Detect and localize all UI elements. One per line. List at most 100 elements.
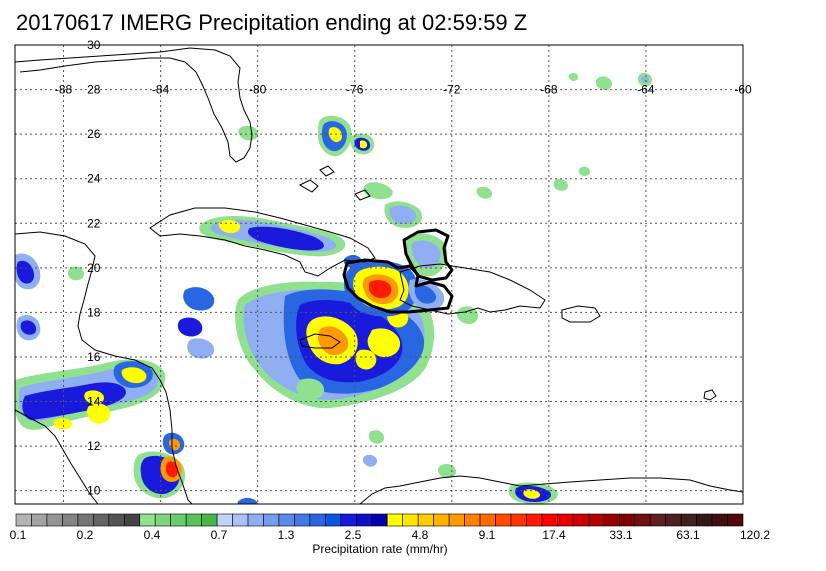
colorbar-swatch	[402, 513, 419, 527]
colorbar-swatch	[618, 513, 636, 527]
coast-hispaniola	[399, 263, 546, 315]
colorbar-tick-label: 63.1	[676, 528, 700, 542]
colorbar-swatch	[170, 513, 187, 527]
coast-central-america	[15, 231, 193, 504]
map-frame	[14, 44, 744, 505]
colorbar-swatch	[123, 513, 141, 527]
lat-tick-labels: 10 12 14 16 18 20 22 24 26 28 30	[87, 38, 101, 498]
colorbar-tick-label: 9.1	[479, 528, 496, 542]
coast-puerto-rico	[561, 305, 601, 323]
lat-tick-label: 14	[87, 395, 101, 409]
lon-tick-label: -68	[540, 83, 558, 97]
colorbar-tick-label: 0.7	[211, 528, 228, 542]
lat-tick-label: 30	[87, 38, 101, 52]
colorbar-swatch	[603, 513, 620, 527]
colorbar-swatch	[247, 513, 264, 527]
colorbar-swatch	[201, 513, 218, 527]
lon-tick-label: -88	[55, 83, 73, 97]
colorbar-swatch	[464, 513, 481, 527]
colorbar-tick-labels: 0.1 0.2 0.4 0.7 1.3 2.5 4.8 9.1 17.4 33.1 63.1 120.…	[10, 528, 771, 542]
colorbar-swatch	[263, 513, 280, 527]
lat-tick-label: 12	[87, 439, 101, 453]
colorbar-swatch	[711, 513, 728, 527]
precip-cell-scattered	[67, 72, 652, 504]
outline-turks-caicos	[402, 228, 454, 282]
colorbar-swatch	[510, 513, 527, 527]
colorbar-swatch	[108, 513, 125, 527]
precip-cell-windward-passage	[343, 260, 445, 317]
coast-florida	[15, 47, 253, 163]
colorbar-swatch	[386, 513, 404, 527]
colorbar-swatch	[15, 513, 32, 527]
coastlines	[15, 47, 743, 504]
colorbar-swatch	[649, 513, 666, 527]
lon-tick-labels: -88 -84 -80 -76 -72 -68 -64 -60	[55, 83, 752, 97]
colorbar-swatch	[727, 513, 744, 527]
colorbar-swatch	[46, 513, 63, 527]
colorbar-swatch	[526, 513, 543, 527]
page-title: 20170617 IMERG Precipitation ending at 0…	[16, 10, 528, 35]
colorbar-swatch	[588, 513, 605, 527]
precipitation-field	[15, 72, 652, 504]
colorbar-swatch	[77, 513, 94, 527]
colorbar-swatch	[185, 513, 202, 527]
map-grid	[15, 45, 743, 504]
colorbar-swatch	[93, 513, 110, 527]
outline-windward-passage	[342, 258, 454, 314]
colorbar-swatch	[139, 513, 156, 527]
lat-tick-label: 10	[87, 484, 101, 498]
lon-tick-label: -64	[637, 83, 655, 97]
colorbar-label: Precipitation rate (mm/hr)	[312, 542, 448, 556]
colorbar-swatch	[340, 513, 357, 527]
coast-bahamas	[298, 165, 371, 201]
lat-tick-label: 26	[87, 127, 101, 141]
colorbar-tick-label: 0.1	[10, 528, 27, 542]
colorbar-swatch	[680, 513, 697, 527]
colorbar-swatch	[309, 513, 326, 527]
lat-tick-label: 28	[87, 83, 101, 97]
colorbar-swatch	[371, 513, 388, 527]
colorbar-swatch	[31, 513, 48, 527]
colorbar-tick-label: 17.4	[542, 528, 566, 542]
colorbar-tick-label: 0.4	[144, 528, 161, 542]
colorbar-swatch	[62, 513, 79, 527]
colorbar-swatch	[634, 513, 651, 527]
lon-tick-label: -84	[152, 83, 170, 97]
lon-tick-label: -60	[734, 83, 752, 97]
colorbar-tick-label: 1.3	[278, 528, 295, 542]
lat-tick-label: 22	[87, 216, 101, 230]
precip-cell-cuba	[199, 216, 362, 269]
colorbar-tick-label: 4.8	[412, 528, 429, 542]
outlined-regions	[342, 228, 454, 314]
coast-lesser-antilles	[703, 389, 717, 401]
colorbar-swatch	[294, 513, 311, 527]
lat-tick-label: 16	[87, 350, 101, 364]
lat-tick-label: 18	[87, 305, 101, 319]
colorbar-swatch	[355, 513, 373, 527]
colorbar-swatch	[232, 513, 249, 527]
colorbar-swatch	[541, 513, 558, 527]
precip-cell-turks-caicos	[403, 233, 448, 277]
colorbar-swatch	[448, 513, 465, 527]
colorbar-swatch	[216, 513, 233, 527]
colorbar-swatch	[665, 513, 682, 527]
colorbar-swatch	[417, 513, 434, 527]
colorbar-swatch	[433, 513, 450, 527]
coast-jamaica	[299, 333, 341, 349]
colorbar-tick-label: 0.2	[77, 528, 94, 542]
colorbar-swatch	[572, 513, 589, 527]
precip-cell-central-america	[15, 253, 166, 430]
colorbar-swatch	[154, 513, 171, 527]
colorbar-swatch	[495, 513, 512, 527]
colorbar-swatch	[557, 513, 574, 527]
lat-tick-label: 20	[87, 261, 101, 275]
lon-tick-label: -80	[249, 83, 267, 97]
colorbar-tick-label: 2.5	[345, 528, 362, 542]
colorbar	[15, 513, 744, 527]
colorbar-tick-label: 33.1	[609, 528, 633, 542]
coast-central-america-pacific	[15, 409, 99, 504]
coast-cuba	[149, 207, 376, 277]
colorbar-swatch	[479, 513, 496, 527]
colorbar-tick-label: 120.2	[740, 528, 770, 542]
